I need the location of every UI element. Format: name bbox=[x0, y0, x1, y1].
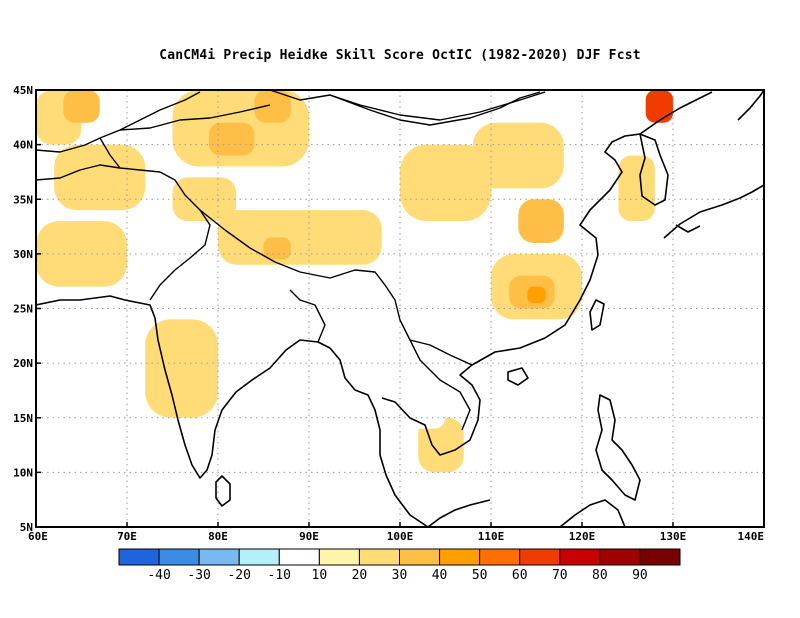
coastline-thailand-gulf bbox=[381, 364, 481, 456]
coastline-burma-malaya bbox=[329, 347, 429, 527]
border-afghanistan bbox=[36, 137, 161, 181]
coastline-borneo-sumatra bbox=[427, 499, 626, 527]
skill-region-13 bbox=[518, 199, 564, 243]
skill-region-5 bbox=[54, 144, 146, 211]
skill-region-4 bbox=[254, 90, 291, 123]
skill-region-9 bbox=[263, 237, 291, 260]
skill-region-1 bbox=[63, 90, 100, 123]
colorbar-swatch bbox=[399, 548, 441, 566]
skill-region-7 bbox=[172, 177, 237, 222]
lon-tick-label: 130E bbox=[660, 530, 687, 543]
colorbar-label: 80 bbox=[592, 568, 608, 583]
lon-tick-label: 100E bbox=[387, 530, 414, 543]
skill-region-12 bbox=[472, 122, 564, 189]
colorbar-swatch bbox=[519, 548, 561, 566]
skill-regions bbox=[36, 90, 673, 473]
lat-tick-label: 40N bbox=[13, 139, 33, 152]
colorbar-label: -10 bbox=[268, 568, 291, 583]
borders bbox=[36, 90, 546, 431]
chart-title: CanCM4i Precip Heidke Skill Score OctIC … bbox=[159, 48, 641, 63]
latitude-axis: 5N 10N 15N 20N 25N 30N 35N 40N 45N bbox=[13, 84, 41, 534]
skill-region-8 bbox=[218, 210, 382, 265]
lon-tick-label: 90E bbox=[299, 530, 319, 543]
border-pakistan-india bbox=[149, 171, 211, 301]
lon-tick-label: 70E bbox=[117, 530, 137, 543]
coastline-srilanka bbox=[215, 475, 231, 507]
lon-tick-label: 120E bbox=[569, 530, 596, 543]
colorbar-swatch bbox=[278, 548, 320, 566]
colorbar-swatch bbox=[158, 548, 200, 566]
colorbar-swatch bbox=[479, 548, 521, 566]
coastline-india bbox=[154, 317, 331, 479]
coastline-hainan bbox=[507, 367, 529, 386]
lon-tick-label: 80E bbox=[208, 530, 228, 543]
border-mongolia bbox=[329, 91, 546, 121]
skill-region-17 bbox=[145, 319, 218, 418]
lat-tick-label: 25N bbox=[13, 303, 33, 316]
colorbar-swatch bbox=[238, 548, 280, 566]
lon-tick-label: 60E bbox=[28, 530, 48, 543]
border-himalaya bbox=[199, 209, 386, 286]
coastline-china-south bbox=[471, 133, 641, 366]
lat-tick-label: 10N bbox=[13, 466, 33, 479]
colorbar: -40 -30 -20 -10 10 20 30 40 50 60 70 80 90 bbox=[118, 548, 681, 583]
skill-region-18 bbox=[418, 417, 464, 473]
coastline-taiwan bbox=[589, 299, 605, 331]
colorbar-label: -20 bbox=[227, 568, 250, 583]
colorbar-label: 40 bbox=[432, 568, 448, 583]
coastline-russia-east bbox=[639, 91, 713, 135]
lat-tick-label: 35N bbox=[13, 193, 33, 206]
longitude-axis: 60E 70E 80E 90E 100E 110E 120E 130E 140E bbox=[28, 522, 765, 543]
lon-tick-label: 140E bbox=[738, 530, 765, 543]
colorbar-swatch bbox=[318, 548, 360, 566]
lat-tick-label: 20N bbox=[13, 357, 33, 370]
skill-region-3 bbox=[208, 122, 255, 156]
skill-region-11 bbox=[400, 144, 491, 222]
colorbar-swatch bbox=[639, 548, 681, 566]
skill-region-16 bbox=[527, 286, 546, 304]
border-bangladesh bbox=[289, 289, 326, 343]
lat-tick-label: 15N bbox=[13, 412, 33, 425]
colorbar-label: 30 bbox=[392, 568, 408, 583]
coastline-arabia-pakistan bbox=[36, 295, 156, 319]
skill-region-19 bbox=[618, 155, 655, 222]
colorbar-label: 90 bbox=[632, 568, 648, 583]
lat-tick-label: 30N bbox=[13, 248, 33, 261]
colorbar-label: -30 bbox=[187, 568, 210, 583]
lon-tick-label: 110E bbox=[478, 530, 505, 543]
coastline-philippines bbox=[595, 394, 641, 501]
colorbar-swatch bbox=[599, 548, 641, 566]
border-kazakh bbox=[119, 104, 271, 131]
colorbar-label: 50 bbox=[472, 568, 488, 583]
lat-tick-label: 5N bbox=[20, 521, 33, 534]
border-laos-vietnam bbox=[409, 339, 471, 431]
lat-tick-label: 45N bbox=[13, 84, 33, 97]
coastlines bbox=[36, 90, 764, 527]
gridlines bbox=[36, 90, 764, 527]
colorbar-swatch bbox=[198, 548, 240, 566]
colorbar-label: 20 bbox=[352, 568, 368, 583]
colorbar-swatch bbox=[118, 548, 160, 566]
colorbar-swatch bbox=[559, 548, 601, 566]
skill-region-24 bbox=[645, 90, 673, 123]
coastline-japan bbox=[663, 90, 764, 239]
colorbar-swatch bbox=[439, 548, 481, 566]
colorbar-label: -40 bbox=[147, 568, 170, 583]
colorbar-swatch bbox=[358, 548, 400, 566]
coastline-korea bbox=[639, 133, 669, 206]
skill-region-22 bbox=[454, 297, 473, 331]
colorbar-label: 10 bbox=[312, 568, 328, 583]
colorbar-label: 70 bbox=[552, 568, 568, 583]
skill-region-21 bbox=[409, 253, 437, 287]
colorbar-label: 60 bbox=[512, 568, 528, 583]
